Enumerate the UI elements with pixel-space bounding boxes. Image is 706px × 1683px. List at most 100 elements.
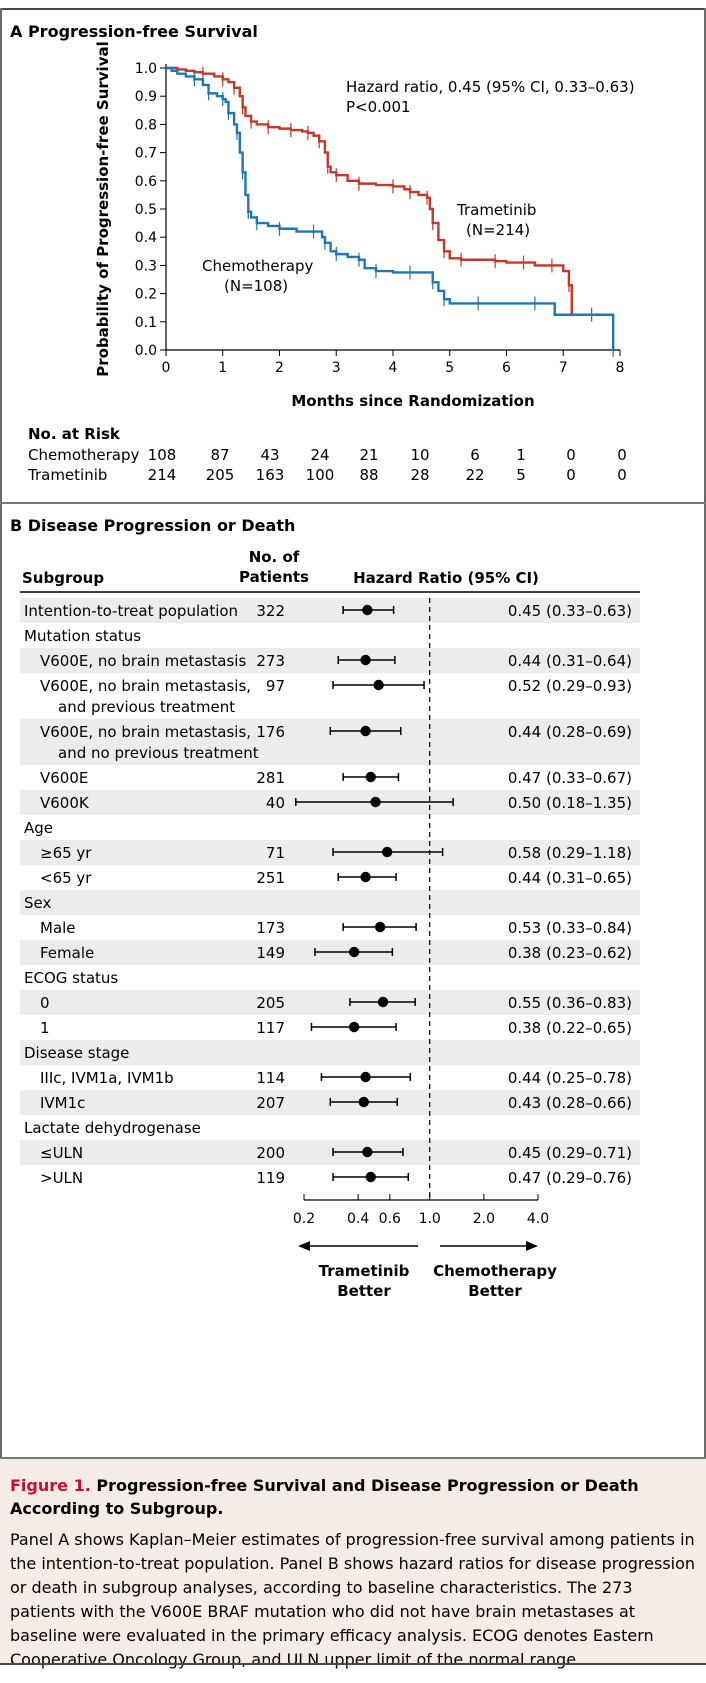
y-tick-label: 0.0 — [135, 343, 157, 359]
x-tick-label: 5 — [445, 360, 454, 376]
risk-row-label: Chemotherapy — [28, 446, 139, 464]
subgroup-label: V600E, no brain metastasis, — [40, 677, 251, 695]
hazard-ratio-point — [360, 654, 371, 666]
patient-count: 200 — [256, 1144, 285, 1162]
subgroup-label: V600K — [40, 794, 90, 812]
caption-figure-label: Figure 1. — [10, 1476, 91, 1495]
y-tick-label: 0.5 — [135, 202, 157, 218]
forest-tick-label: 2.0 — [473, 1211, 495, 1227]
risk-count-cell: 0 — [566, 446, 576, 464]
risk-count-cell: 87 — [210, 446, 229, 464]
hazard-ratio-point — [348, 946, 360, 958]
risk-count-cell: 214 — [148, 466, 177, 484]
column-header-patients-1: No. of — [249, 548, 300, 566]
row-shading — [20, 648, 640, 673]
patient-count: 40 — [266, 794, 285, 812]
forest-tick-label: 0.6 — [379, 1211, 401, 1227]
row-shading — [20, 719, 640, 765]
subgroup-label: ≥65 yr — [40, 844, 92, 862]
y-tick-label: 0.1 — [135, 315, 157, 331]
patient-count: 114 — [256, 1069, 285, 1087]
subgroup-header: Lactate dehydrogenase — [24, 1119, 201, 1137]
arrow-left-head — [298, 1241, 310, 1251]
subgroup-label: IIIc, IVM1a, IVM1b — [40, 1069, 174, 1087]
hazard-ratio-point — [370, 796, 381, 808]
column-header-hazard-ratio: Hazard Ratio (95% CI) — [353, 569, 539, 587]
patient-count: 119 — [256, 1169, 285, 1187]
patient-count: 322 — [256, 602, 285, 620]
y-axis-label: Probability of Progression-free Survival — [94, 41, 112, 377]
panel-divider — [0, 502, 706, 504]
hazard-ratio-text: 0.47 (0.29–0.76) — [508, 1169, 632, 1187]
x-tick-label: 4 — [389, 360, 398, 376]
y-tick-label: 0.6 — [135, 174, 157, 190]
hazard-ratio-text: 0.44 (0.25–0.78) — [508, 1069, 632, 1087]
hazard-ratio-point — [374, 921, 386, 933]
subgroup-label: ≤ULN — [40, 1144, 83, 1162]
hazard-ratio-text: 0.53 (0.33–0.84) — [508, 919, 632, 937]
panel-b-title: B Disease Progression or Death — [10, 516, 296, 535]
hazard-ratio-point — [365, 1171, 376, 1183]
risk-count-cell: 24 — [310, 446, 329, 464]
y-tick-label: 1.0 — [135, 61, 157, 77]
patient-count: 205 — [256, 994, 285, 1012]
risk-count-cell: 0 — [617, 466, 627, 484]
x-tick-label: 3 — [332, 360, 341, 376]
risk-count-cell: 108 — [148, 446, 177, 464]
hazard-ratio-text: 0.43 (0.28–0.66) — [508, 1094, 632, 1112]
row-shading — [20, 840, 640, 865]
series-n-chemotherapy: (N=108) — [224, 277, 288, 295]
column-header-patients-2: Patients — [239, 568, 309, 586]
subgroup-label: >ULN — [40, 1169, 83, 1187]
y-tick-label: 0.7 — [135, 146, 157, 162]
row-shading — [20, 598, 640, 623]
y-tick-label: 0.8 — [135, 117, 157, 133]
patient-count: 97 — [266, 677, 285, 695]
forest-plot: Subgroup No. of Patients Hazard Ratio (95% … — [20, 548, 640, 1300]
hazard-ratio-point — [381, 846, 393, 858]
subgroup-header: ECOG status — [24, 969, 118, 987]
hazard-ratio-point — [348, 1021, 360, 1033]
series-label-trametinib: Trametinib — [456, 201, 536, 219]
row-shading — [20, 1040, 640, 1065]
right-direction-label-2: Better — [468, 1282, 522, 1300]
hazard-ratio-text: 0.52 (0.29–0.93) — [508, 677, 632, 695]
figure-caption: Figure 1. Progression-free Survival and … — [0, 1457, 706, 1669]
subgroup-label-line2: and previous treatment — [58, 698, 235, 716]
hazard-ratio-text: 0.44 (0.31–0.65) — [508, 869, 632, 887]
frame-right-border — [704, 8, 706, 1663]
patient-count: 173 — [256, 919, 285, 937]
hazard-ratio-text: 0.55 (0.36–0.83) — [508, 994, 632, 1012]
hazard-ratio-point — [365, 771, 376, 783]
hazard-ratio-point — [362, 1146, 373, 1158]
hazard-ratio-point — [373, 679, 384, 691]
subgroup-header: Mutation status — [24, 627, 141, 645]
risk-count-cell: 28 — [410, 466, 429, 484]
subgroup-label: Male — [40, 919, 76, 937]
hazard-ratio-text: 0.58 (0.29–1.18) — [508, 844, 632, 862]
arrow-right-head — [526, 1241, 538, 1251]
subgroup-label: 0 — [40, 994, 50, 1012]
y-tick-label: 0.3 — [135, 258, 157, 274]
x-tick-label: 1 — [218, 360, 227, 376]
x-tick-label: 0 — [162, 360, 171, 376]
forest-tick-label: 4.0 — [527, 1211, 549, 1227]
patient-count: 281 — [256, 769, 285, 787]
subgroup-header: Sex — [24, 894, 51, 912]
patient-count: 207 — [256, 1094, 285, 1112]
risk-count-cell: 88 — [359, 466, 378, 484]
hazard-ratio-point — [360, 1071, 371, 1083]
hazard-ratio-point — [360, 725, 371, 737]
left-direction-label-1: Trametinib — [319, 1262, 410, 1280]
hazard-ratio-text: 0.38 (0.23–0.62) — [508, 944, 632, 962]
hazard-ratio-point — [358, 1096, 369, 1108]
hazard-ratio-text: 0.50 (0.18–1.35) — [508, 794, 632, 812]
p-value-annotation: P<0.001 — [346, 98, 411, 116]
subgroup-header: Age — [24, 819, 53, 837]
hazard-ratio-text: 0.47 (0.33–0.67) — [508, 769, 632, 787]
subgroup-label: <65 yr — [40, 869, 92, 887]
row-shading — [20, 890, 640, 915]
series-n-trametinib: (N=214) — [466, 221, 530, 239]
risk-count-cell: 10 — [410, 446, 429, 464]
y-tick-label: 0.4 — [135, 230, 157, 246]
